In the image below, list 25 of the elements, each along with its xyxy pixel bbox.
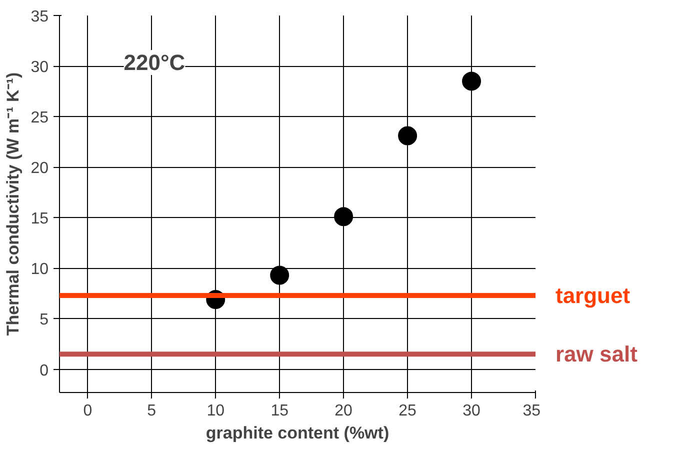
y-tick-label: 5 xyxy=(40,312,49,329)
y-tick-label: 35 xyxy=(30,8,49,26)
x-axis-title: graphite content (%wt) xyxy=(206,424,390,442)
x-tick-label: 20 xyxy=(334,402,353,420)
y-tick-label: 0 xyxy=(40,362,49,380)
x-tick-label: 10 xyxy=(206,402,225,420)
y-tick-label: 30 xyxy=(30,59,49,76)
y-tick-label: 25 xyxy=(30,110,49,127)
point xyxy=(270,266,290,285)
x-tick-label: 5 xyxy=(147,402,156,420)
annotation: 220°C xyxy=(124,50,186,75)
point xyxy=(334,207,354,226)
y-axis-title: Thermal conductivity (W m⁻¹ K⁻¹) xyxy=(4,72,23,336)
ref-line-label: targuet xyxy=(556,282,631,308)
x-tick-label: 35 xyxy=(522,402,541,420)
x-tick-label: 30 xyxy=(462,402,481,420)
x-tick-label: 15 xyxy=(270,402,289,420)
y-tick-label: 10 xyxy=(30,261,49,278)
point xyxy=(398,126,418,146)
ref-line-label: raw salt xyxy=(556,342,638,367)
point xyxy=(462,72,482,91)
y-tick-label: 20 xyxy=(30,160,49,178)
y-tick-label: 15 xyxy=(30,210,49,228)
x-tick-label: 0 xyxy=(83,402,92,420)
x-tick-label: 25 xyxy=(398,402,417,420)
